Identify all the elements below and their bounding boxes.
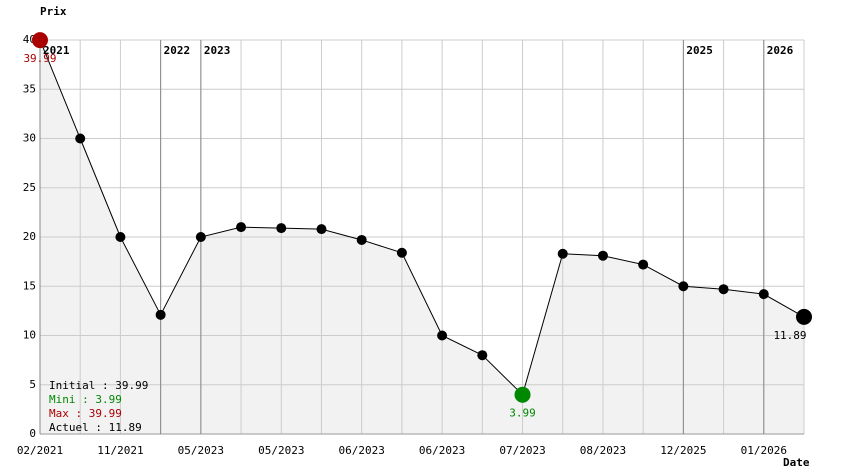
point — [514, 386, 531, 403]
point — [75, 133, 86, 144]
point — [276, 223, 287, 234]
x-tick-label: 02/2021 — [17, 444, 63, 457]
point — [597, 250, 608, 261]
value-label: 3.99 — [509, 407, 536, 420]
x-tick-label: 01/2026 — [741, 444, 787, 457]
x-tick-label: 08/2023 — [580, 444, 626, 457]
point — [758, 289, 769, 300]
x-axis-label: Date — [783, 456, 810, 469]
point — [718, 284, 729, 295]
summary-line: Mini : 3.99 — [49, 393, 122, 406]
x-tick-label: 05/2023 — [178, 444, 224, 457]
point — [638, 259, 649, 270]
line — [39, 39, 805, 396]
year-label: 2026 — [767, 44, 794, 57]
x-tick-label: 07/2023 — [499, 444, 545, 457]
point — [32, 32, 48, 49]
year-label: 2025 — [686, 44, 713, 57]
x-tick-label: 05/2023 — [258, 444, 304, 457]
point — [678, 281, 689, 292]
value-label: 11.89 — [773, 329, 806, 342]
point — [356, 234, 367, 245]
point — [115, 232, 126, 242]
y-tick-label: 15 — [23, 279, 36, 292]
x-tick-label: 06/2023 — [419, 444, 465, 457]
summary-line: Initial : 39.99 — [49, 379, 148, 392]
point — [477, 350, 488, 361]
summary-line: Actuel : 11.89 — [49, 421, 142, 434]
point — [796, 308, 812, 325]
x-tick-label: 11/2021 — [97, 444, 143, 457]
y-tick-label: 30 — [23, 132, 36, 145]
y-tick-label: 0 — [29, 427, 36, 440]
year-label: 2021 — [43, 44, 70, 57]
y-tick-label: 35 — [23, 82, 36, 95]
x-tick-label: 12/2025 — [660, 444, 706, 457]
year-label: 2022 — [164, 44, 191, 57]
y-axis-label: Prix — [40, 5, 67, 18]
y-tick-label: 25 — [23, 181, 36, 194]
value-label: 39.99 — [23, 52, 56, 65]
point — [236, 222, 247, 233]
y-tick-label: 20 — [23, 230, 36, 243]
point — [316, 224, 327, 235]
x-tick-label: 06/2023 — [339, 444, 385, 457]
year-label: 2023 — [204, 44, 231, 57]
summary-line: Max : 39.99 — [49, 407, 122, 420]
point — [437, 330, 448, 341]
point — [396, 247, 407, 258]
point — [195, 232, 206, 242]
y-tick-label: 10 — [23, 329, 36, 342]
point — [557, 248, 568, 259]
point — [155, 309, 166, 320]
y-tick-label: 5 — [29, 378, 36, 391]
